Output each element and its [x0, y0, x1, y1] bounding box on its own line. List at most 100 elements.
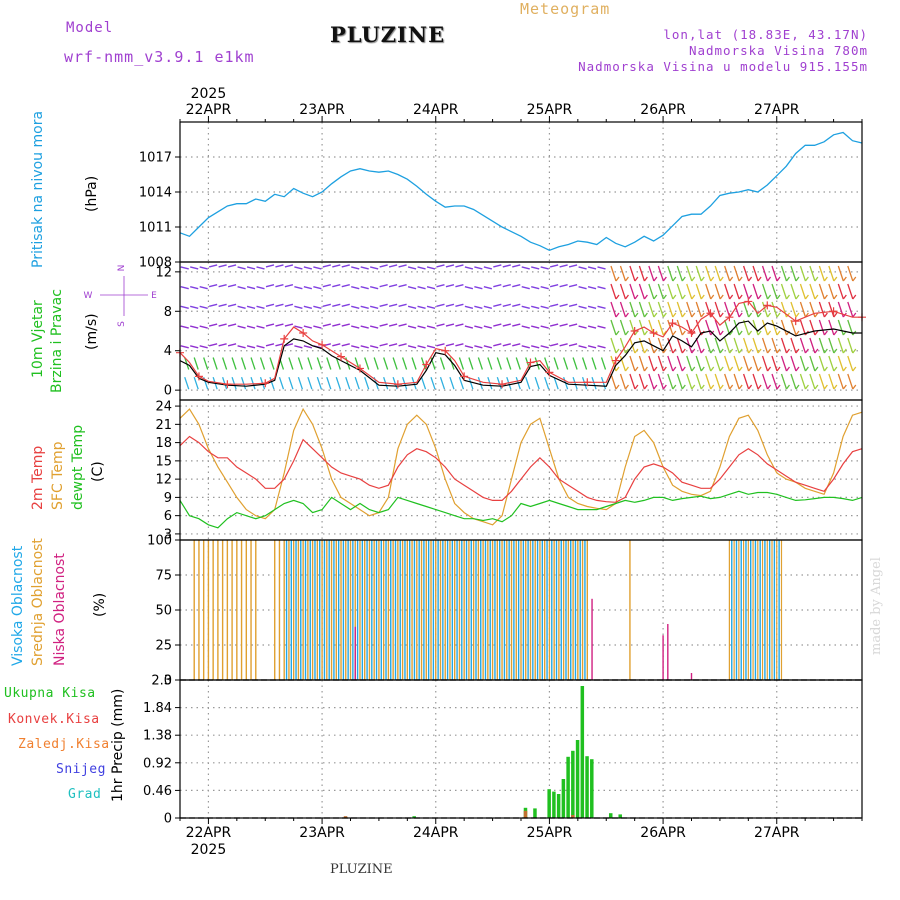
- wind-barb: [780, 283, 788, 300]
- wind-barb: [752, 301, 759, 318]
- wind-barb: [818, 337, 825, 354]
- wind-barb: [681, 330, 686, 336]
- y-tick-label: 50: [155, 604, 172, 619]
- wind-gust-marker: [393, 380, 402, 389]
- wind-barb: [474, 305, 483, 310]
- compass-west: W: [84, 291, 93, 301]
- wind-barb: [795, 348, 800, 354]
- wind-barb: [553, 357, 559, 370]
- wind-barb: [757, 276, 762, 282]
- wind-barb: [799, 337, 807, 354]
- wind-barb: [738, 366, 743, 372]
- wind-barb: [833, 294, 838, 300]
- wind-barb: [629, 355, 636, 372]
- wind-barb: [752, 355, 759, 372]
- wind-barb: [322, 303, 331, 308]
- wind-barb: [294, 305, 303, 310]
- wind-barb: [568, 283, 578, 288]
- wind-barb: [493, 283, 502, 288]
- wind-barb: [818, 283, 825, 300]
- wind-barb: [512, 303, 521, 308]
- wind-barb: [619, 265, 627, 282]
- wind-barb: [719, 366, 724, 372]
- total-precip-bar: [566, 756, 570, 818]
- wind-barb: [795, 294, 800, 300]
- wind-barb: [667, 301, 674, 318]
- total-precip-bar: [580, 686, 585, 818]
- wind-barb: [657, 283, 664, 300]
- wind-barb: [842, 348, 847, 354]
- wind-barb: [643, 312, 648, 318]
- wind-barb: [449, 357, 455, 370]
- y-tick-label: 24: [155, 400, 172, 415]
- wind-barb: [619, 337, 627, 354]
- wind-barb: [672, 366, 677, 372]
- wind-barb: [493, 303, 502, 308]
- wind-barb: [705, 265, 712, 282]
- wind-barb: [240, 357, 247, 370]
- wind-barb: [572, 357, 578, 370]
- wind-barb: [780, 373, 788, 390]
- wind-barb: [426, 325, 436, 329]
- wind-barb: [752, 373, 759, 390]
- wind-barb: [833, 276, 838, 282]
- wind-barb: [700, 276, 705, 282]
- wind-barb: [852, 276, 857, 282]
- total-precip-bar: [590, 759, 594, 818]
- wind-barb: [256, 345, 265, 349]
- wind-barb: [354, 377, 360, 390]
- wind-gust-marker: [829, 307, 838, 316]
- wind-barb: [691, 348, 696, 354]
- wind-barb: [246, 305, 256, 310]
- wind-barb: [638, 337, 646, 354]
- wind-barb: [795, 384, 800, 390]
- wind-barb: [199, 266, 208, 270]
- wind-speed-line: [179, 320, 862, 387]
- wind-barb: [710, 366, 715, 372]
- wind-barb: [700, 384, 705, 390]
- x-tick-label-bottom: 22APR: [186, 825, 232, 841]
- wind-barb: [512, 343, 521, 347]
- wind-barb: [493, 264, 502, 268]
- wind-barb: [591, 357, 597, 370]
- wind-barb: [785, 366, 791, 372]
- y-tick-label: 8: [164, 305, 172, 320]
- wind-barb: [559, 264, 568, 268]
- wind-barb: [581, 377, 588, 390]
- wind-barb: [303, 266, 313, 270]
- wind-barb: [483, 266, 493, 270]
- wind-gust-marker: [545, 368, 554, 377]
- wind-barb: [275, 264, 284, 268]
- wind-barb: [823, 366, 828, 372]
- wind-barb: [823, 330, 828, 336]
- y-tick-label: 3: [164, 527, 172, 542]
- wind-barb: [294, 285, 303, 290]
- wind-barb: [218, 323, 227, 327]
- wind-barb: [686, 373, 693, 390]
- wind-barb: [833, 312, 838, 318]
- wind-barb: [370, 266, 379, 270]
- wind-barb: [757, 330, 762, 336]
- x-tick-label-top: 26APR: [640, 102, 686, 118]
- wind-barb: [695, 373, 702, 390]
- conv-precip-bar: [343, 816, 348, 818]
- wind-barb: [804, 384, 809, 390]
- wind-barb: [351, 345, 360, 349]
- wind-barb: [506, 357, 512, 370]
- wind-barb: [610, 373, 617, 390]
- wind-barb: [265, 343, 275, 347]
- sfc-temp-line: [179, 407, 863, 526]
- wind-barb: [667, 319, 674, 336]
- wind-barb: [568, 264, 578, 268]
- wind-barb: [818, 373, 825, 390]
- wind-barb: [284, 343, 294, 347]
- wind-barb: [237, 305, 246, 310]
- wind-barb: [719, 384, 724, 390]
- wind-barb: [284, 323, 294, 327]
- wind-barb: [455, 343, 464, 347]
- wind-barb: [761, 355, 769, 372]
- wind-barb: [757, 294, 762, 300]
- wind-barb: [738, 312, 743, 318]
- wind-barb: [297, 377, 304, 390]
- wind-barb: [610, 319, 617, 336]
